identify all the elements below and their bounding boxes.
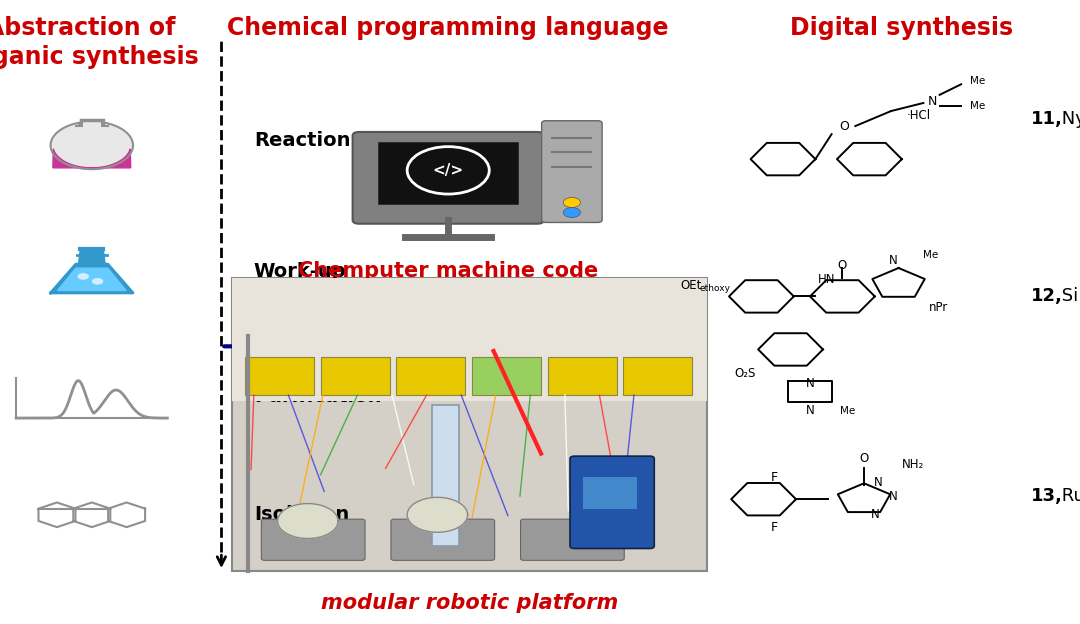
Text: N: N: [870, 509, 879, 521]
FancyBboxPatch shape: [391, 519, 495, 560]
Circle shape: [78, 273, 89, 280]
FancyBboxPatch shape: [321, 357, 390, 395]
Text: Isolation: Isolation: [254, 505, 349, 524]
Text: Nytol: Nytol: [1056, 110, 1080, 127]
FancyBboxPatch shape: [352, 132, 543, 224]
Text: ·HCl: ·HCl: [907, 109, 931, 122]
Circle shape: [564, 197, 581, 207]
Polygon shape: [51, 264, 133, 293]
FancyBboxPatch shape: [245, 357, 314, 395]
Text: Chemputer machine code: Chemputer machine code: [298, 261, 598, 281]
Text: Digital synthesis: Digital synthesis: [791, 16, 1013, 39]
Text: O: O: [860, 452, 868, 465]
Text: 12,: 12,: [1031, 288, 1064, 305]
Polygon shape: [79, 249, 105, 264]
Text: Me: Me: [970, 101, 985, 111]
Polygon shape: [53, 149, 131, 168]
Text: 11,: 11,: [1031, 110, 1064, 127]
Text: N: N: [806, 378, 814, 390]
Circle shape: [564, 207, 581, 218]
Text: nPr: nPr: [929, 301, 948, 313]
FancyBboxPatch shape: [432, 405, 459, 546]
Text: Me: Me: [923, 250, 939, 260]
FancyBboxPatch shape: [232, 278, 707, 401]
Text: F: F: [771, 471, 778, 484]
Text: N: N: [928, 95, 936, 108]
Text: Reaction: Reaction: [254, 131, 350, 150]
Text: 13,: 13,: [1031, 487, 1064, 505]
Text: Me: Me: [970, 76, 985, 86]
Circle shape: [92, 278, 104, 285]
Text: Me: Me: [840, 406, 855, 416]
Text: Sildenafil: Sildenafil: [1056, 288, 1080, 305]
Text: Abstraction of
organic synthesis: Abstraction of organic synthesis: [0, 16, 199, 69]
Polygon shape: [278, 504, 338, 539]
Circle shape: [407, 147, 489, 194]
Text: O: O: [839, 120, 850, 132]
FancyBboxPatch shape: [396, 357, 465, 395]
Text: N: N: [874, 476, 882, 489]
Text: OEt: OEt: [680, 280, 702, 292]
Text: Chemical programming language: Chemical programming language: [228, 16, 669, 39]
FancyBboxPatch shape: [623, 357, 692, 395]
FancyBboxPatch shape: [232, 278, 707, 571]
Text: Work-up: Work-up: [254, 262, 347, 281]
Text: modular robotic platform: modular robotic platform: [321, 593, 619, 613]
Text: </>: </>: [433, 163, 463, 178]
Text: NH₂: NH₂: [902, 459, 924, 471]
Polygon shape: [51, 122, 133, 169]
Text: Rufinamide: Rufinamide: [1056, 487, 1080, 505]
FancyBboxPatch shape: [541, 121, 603, 223]
Text: HN: HN: [818, 273, 835, 286]
Polygon shape: [407, 497, 468, 532]
Text: ethoxy: ethoxy: [700, 284, 730, 293]
Polygon shape: [57, 268, 126, 291]
Text: Purification: Purification: [254, 387, 381, 406]
Text: N: N: [889, 490, 897, 502]
Text: N: N: [806, 404, 814, 417]
FancyBboxPatch shape: [570, 456, 654, 548]
Text: O₂S: O₂S: [734, 367, 756, 379]
FancyBboxPatch shape: [472, 357, 541, 395]
FancyBboxPatch shape: [378, 142, 518, 204]
Text: N: N: [889, 255, 897, 267]
FancyBboxPatch shape: [583, 477, 637, 509]
Text: F: F: [771, 521, 778, 534]
FancyBboxPatch shape: [261, 519, 365, 560]
FancyBboxPatch shape: [548, 357, 617, 395]
Text: O: O: [838, 259, 847, 271]
FancyBboxPatch shape: [521, 519, 624, 560]
